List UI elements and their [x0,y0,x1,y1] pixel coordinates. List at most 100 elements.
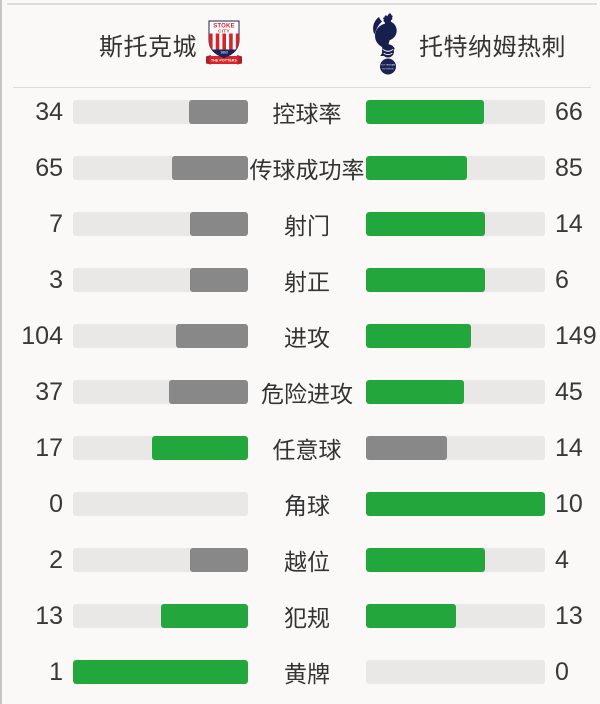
away-value: 149 [555,321,597,350]
home-bar-fill [172,156,248,180]
home-team-name: 斯托克城 [99,33,197,61]
home-value: 65 [35,153,63,182]
stat-row: 13 犯规 13 [2,592,600,648]
away-bar [366,548,545,572]
home-bar [73,604,248,628]
home-bar-fill [169,380,248,404]
home-bar-fill [188,100,248,124]
stat-row: 17 任意球 14 [2,424,600,480]
away-bar [366,156,545,180]
home-value: 7 [49,209,63,238]
home-bar-fill [152,436,248,460]
away-value: 4 [555,545,569,574]
stat-label: 越位 [284,549,330,575]
stoke-city-text: CITY [218,29,230,34]
home-bar [73,324,248,348]
away-bar-fill [366,100,485,124]
home-bar [73,492,248,516]
away-bar-fill [366,492,545,516]
home-bar [73,380,248,404]
stat-row: 2 越位 4 [2,536,600,592]
home-value: 1 [49,657,63,686]
away-bar-fill [366,380,465,404]
stat-label: 任意球 [272,437,342,463]
stat-row: 104 进攻 149 [2,312,600,368]
away-bar [366,100,545,124]
home-bar [73,156,248,180]
away-value: 45 [555,377,583,406]
stat-label: 射正 [284,269,330,295]
away-bar-fill [366,156,468,180]
stat-label: 危险进攻 [261,381,353,407]
home-bar-fill [189,268,248,292]
home-bar [73,548,248,572]
away-value: 0 [555,657,569,686]
away-bar [366,268,545,292]
away-bar [366,604,545,628]
away-value: 13 [555,601,583,630]
home-value: 2 [49,545,63,574]
stat-row: 37 危险进攻 45 [2,368,600,424]
home-value: 37 [35,377,63,406]
stoke-name-text: STOKE [213,24,235,30]
match-header: 斯托克城 THE POTTERS 1863 [2,0,600,88]
home-value: 104 [21,321,63,350]
stat-label: 犯规 [284,605,330,631]
home-value: 17 [35,433,63,462]
home-bar-fill [160,604,248,628]
away-value: 10 [555,489,583,518]
stat-row: 1 黄牌 0 [2,648,600,704]
home-bar [73,212,248,236]
home-bar [73,100,248,124]
stat-label: 控球率 [272,101,342,127]
away-bar [366,492,545,516]
stat-row: 65 传球成功率 85 [2,144,600,200]
stat-label: 角球 [284,493,330,519]
away-bar-fill [366,604,456,628]
stat-label: 进攻 [284,325,330,351]
away-bar-fill [366,268,486,292]
spurs-badge-line1: TOTTENHAM [381,64,395,67]
stat-label: 黄牌 [284,661,330,687]
away-value: 85 [555,153,583,182]
home-bar-fill [189,548,248,572]
home-bar-fill [176,324,248,348]
stat-row: 0 角球 10 [2,480,600,536]
away-value: 66 [555,97,583,126]
away-team-name: 托特纳姆热刺 [419,33,566,61]
stat-row: 3 射正 6 [2,256,600,312]
stoke-city-badge-icon: THE POTTERS 1863 STOKE CITY [206,20,242,65]
stoke-ribbon-text: THE POTTERS [211,59,237,63]
home-bar [73,660,248,684]
stats-list: 34 控球率 66 65 传球成功率 85 7 射门 14 3 [2,88,600,704]
away-bar [366,660,545,684]
away-bar [366,324,545,348]
top-divider [7,3,597,5]
spurs-badge-line2: HOTSPUR [382,68,394,70]
away-value: 14 [555,433,583,462]
home-bar-fill [189,212,248,236]
team-away: TOTTENHAM HOTSPUR 托特纳姆热刺 [367,0,566,88]
tottenham-badge-icon: TOTTENHAM HOTSPUR [373,13,397,75]
away-bar [366,380,545,404]
away-bar-fill [366,324,472,348]
stoke-year-text: 1863 [220,51,228,55]
stat-row: 7 射门 14 [2,200,600,256]
away-bar-fill [366,436,447,460]
stat-label: 传球成功率 [249,157,365,183]
home-value: 3 [49,265,63,294]
home-bar [73,268,248,292]
away-value: 6 [555,265,569,294]
home-value: 34 [35,97,63,126]
stat-row: 34 控球率 66 [2,88,600,144]
away-bar-fill [366,548,486,572]
away-value: 14 [555,209,583,238]
team-home: 斯托克城 THE POTTERS 1863 [99,0,243,88]
home-bar-fill [73,660,248,684]
away-bar-fill [366,212,486,236]
home-bar [73,436,248,460]
home-value: 13 [35,601,63,630]
stat-label: 射门 [284,213,330,239]
home-value: 0 [49,489,63,518]
away-bar [366,212,545,236]
